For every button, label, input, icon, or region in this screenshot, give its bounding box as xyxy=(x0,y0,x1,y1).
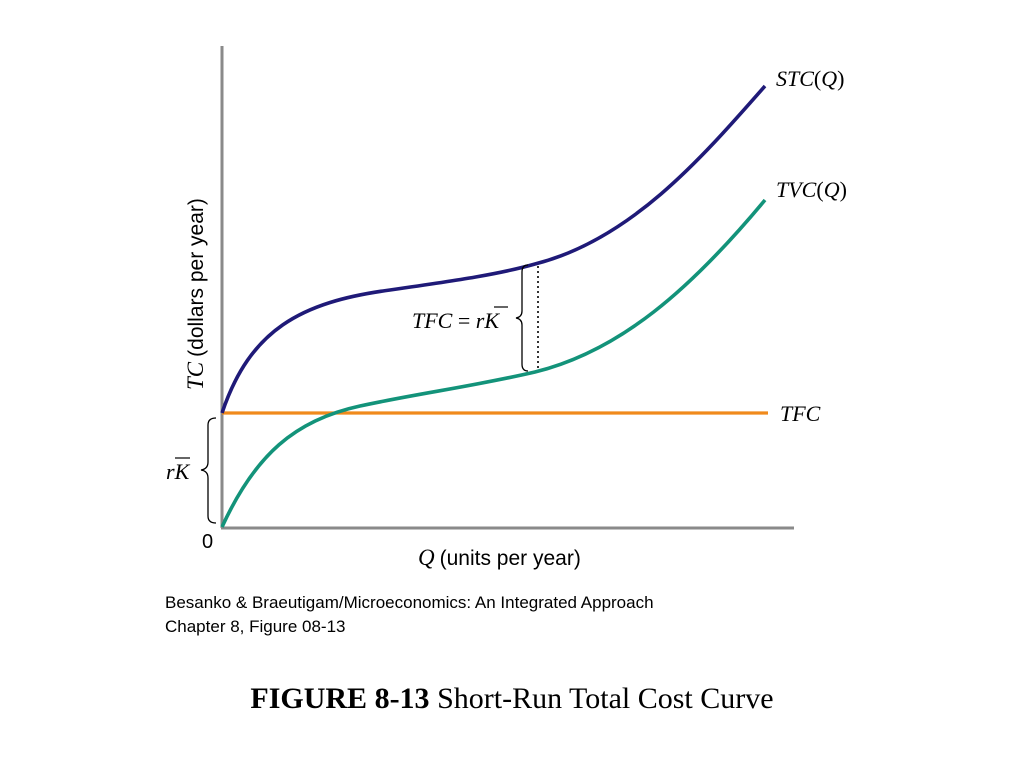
tvc-curve xyxy=(220,198,767,528)
figure-number: FIGURE 8-13 xyxy=(250,682,430,715)
x-axis-label: Q (units per year) xyxy=(418,545,581,570)
figure-title: FIGURE 8-13 Short-Run Total Cost Curve xyxy=(0,682,1024,716)
series-label-stc: STC(Q) xyxy=(776,66,844,91)
stc-curve xyxy=(220,84,767,414)
intercept-annotation: rK xyxy=(166,459,191,484)
origin-label: 0 xyxy=(202,531,213,553)
gap-annotation: TFC = rK xyxy=(412,308,500,333)
gap-brace xyxy=(515,264,529,372)
series-label-tfc: TFC xyxy=(780,401,821,426)
series-label-tvc: TVC(Q) xyxy=(776,177,847,202)
y-axis-label: TC(dollars per year) xyxy=(183,198,208,390)
intercept-brace xyxy=(200,417,217,524)
caption-line-1: Besanko & Braeutigam/Microeconomics: An … xyxy=(165,593,654,612)
caption-line-2: Chapter 8, Figure 08-13 xyxy=(165,617,346,636)
figure-title-text: Short-Run Total Cost Curve xyxy=(429,682,774,715)
